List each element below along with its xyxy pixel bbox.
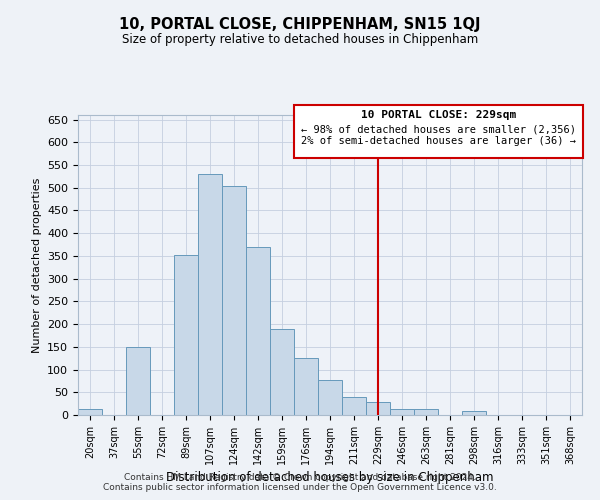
Bar [390,409,414,415]
Text: 2% of semi-detached houses are larger (36) →: 2% of semi-detached houses are larger (3… [301,136,576,146]
Bar [462,412,486,415]
Bar [342,397,366,415]
Text: 10, PORTAL CLOSE, CHIPPENHAM, SN15 1QJ: 10, PORTAL CLOSE, CHIPPENHAM, SN15 1QJ [119,18,481,32]
Bar [366,402,390,415]
Y-axis label: Number of detached properties: Number of detached properties [32,178,41,352]
Text: Contains HM Land Registry data © Crown copyright and database right 2024.: Contains HM Land Registry data © Crown c… [124,473,476,482]
Bar [294,358,318,415]
Text: ← 98% of detached houses are smaller (2,356): ← 98% of detached houses are smaller (2,… [301,124,576,134]
X-axis label: Distribution of detached houses by size in Chippenham: Distribution of detached houses by size … [166,471,494,484]
Text: Contains public sector information licensed under the Open Government Licence v3: Contains public sector information licen… [103,483,497,492]
Bar [414,409,438,415]
Bar [126,347,150,415]
Bar [222,186,246,415]
Bar [78,409,102,415]
Text: 10 PORTAL CLOSE: 229sqm: 10 PORTAL CLOSE: 229sqm [361,110,516,120]
Bar [246,247,270,415]
Bar [270,328,294,415]
Text: Size of property relative to detached houses in Chippenham: Size of property relative to detached ho… [122,32,478,46]
Bar [198,174,222,415]
Bar [318,380,342,415]
Bar [174,254,198,415]
